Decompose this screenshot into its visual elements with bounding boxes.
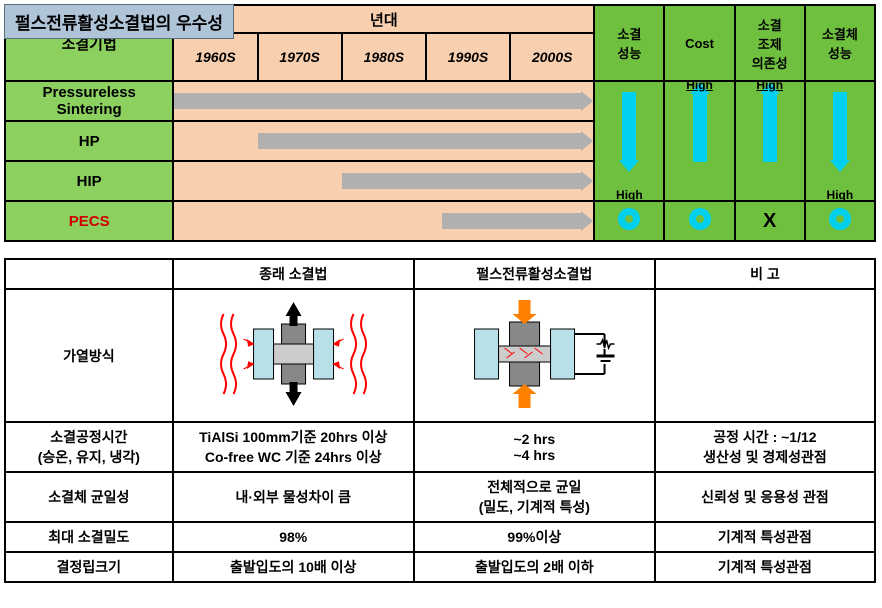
cyan-arrow-3 [833, 92, 847, 162]
bt-density-c2: 99%이상 [414, 522, 655, 552]
tech-label-3: PECS [5, 201, 173, 241]
bt-time-c3: 공정 시간 : ~1/12생산성 및 경제성관점 [655, 422, 875, 472]
timeline-cell-0 [173, 81, 594, 121]
bt-heating-c1 [173, 289, 414, 422]
bt-time-c2: ~2 hrs~4 hrs [414, 422, 655, 472]
high-label-0: High [616, 188, 643, 202]
comparison-table: 종래 소결법 펄스전류활성소결법 비 고 가열방식 [4, 258, 876, 583]
eval-header-3: 소결체성능 [805, 5, 875, 81]
diagram-pecs [421, 294, 648, 414]
bt-grain-c0: 결정립크기 [5, 552, 173, 582]
bt-h1: 종래 소결법 [173, 259, 414, 289]
decade-2: 1980S [342, 33, 426, 81]
bt-uniformity-c1: 내·외부 물성차이 큼 [173, 472, 414, 522]
target-icon [689, 208, 711, 230]
timeline-bar-0 [174, 93, 580, 109]
bt-uniformity-c3: 신뢰성 및 응용성 관점 [655, 472, 875, 522]
high-label-1: High [686, 78, 713, 92]
bt-time-c1: TiAlSi 100mm기준 20hrs 이상Co-free WC 기준 24h… [173, 422, 414, 472]
cyan-arrow-1 [693, 92, 707, 162]
pecs-eval-3 [805, 201, 875, 241]
eval-arrow-cell-3: High [805, 81, 875, 201]
timeline-cell-3 [173, 201, 594, 241]
bt-uniformity-c0: 소결체 균일성 [5, 472, 173, 522]
bt-h2: 펄스전류활성소결법 [414, 259, 655, 289]
decade-0: 1960S [173, 33, 257, 81]
bt-heating-c2 [414, 289, 655, 422]
pecs-eval-2: X [735, 201, 805, 241]
timeline-cell-2 [173, 161, 594, 201]
eval-arrow-cell-0: High [594, 81, 664, 201]
eval-header-1: Cost [664, 5, 734, 81]
target-icon [618, 208, 640, 230]
bt-h0 [5, 259, 173, 289]
timeline-bar-3 [442, 213, 580, 229]
decade-header: 년대 [173, 5, 594, 33]
tech-label-2: HIP [5, 161, 173, 201]
bt-density-c0: 최대 소결밀도 [5, 522, 173, 552]
bt-grain-c2: 출발입도의 2배 이하 [414, 552, 655, 582]
timeline-table: 소결기법 년대 소결성능 Cost 소결조제의존성 소결체성능 1960S 19… [4, 4, 876, 242]
eval-arrow-cell-1: High [664, 81, 734, 201]
bt-h3: 비 고 [655, 259, 875, 289]
high-label-3: High [827, 188, 854, 202]
bt-time-c0: 소결공정시간(승온, 유지, 냉각) [5, 422, 173, 472]
bt-grain-c3: 기계적 특성관점 [655, 552, 875, 582]
cyan-arrow-0 [622, 92, 636, 162]
pecs-eval-0 [594, 201, 664, 241]
tech-label-0: PressurelessSintering [5, 81, 173, 121]
decade-1: 1970S [258, 33, 342, 81]
bt-heating-c0: 가열방식 [5, 289, 173, 422]
chart-title: 펄스전류활성소결법의 우수성 [4, 4, 234, 39]
bt-density-c3: 기계적 특성관점 [655, 522, 875, 552]
bt-density-c1: 98% [173, 522, 414, 552]
x-icon: X [763, 210, 776, 232]
bt-heating-c3 [655, 289, 875, 422]
timeline-chart: 펄스전류활성소결법의 우수성 소결기법 년대 소결성능 Cost 소결조제의존성… [4, 4, 876, 242]
timeline-bar-2 [342, 173, 581, 189]
eval-arrow-cell-2: High [735, 81, 805, 201]
bt-grain-c1: 출발입도의 10배 이상 [173, 552, 414, 582]
timeline-bar-1 [258, 133, 581, 149]
tech-label-1: HP [5, 121, 173, 161]
cyan-arrow-2 [763, 92, 777, 162]
eval-header-2: 소결조제의존성 [735, 5, 805, 81]
bt-uniformity-c2: 전체적으로 균일(밀도, 기계적 특성) [414, 472, 655, 522]
timeline-cell-1 [173, 121, 594, 161]
high-label-2: High [756, 78, 783, 92]
pecs-eval-1 [664, 201, 734, 241]
decade-3: 1990S [426, 33, 510, 81]
decade-4: 2000S [510, 33, 594, 81]
target-icon [829, 208, 851, 230]
diagram-conventional [180, 294, 407, 414]
eval-header-0: 소결성능 [594, 5, 664, 81]
